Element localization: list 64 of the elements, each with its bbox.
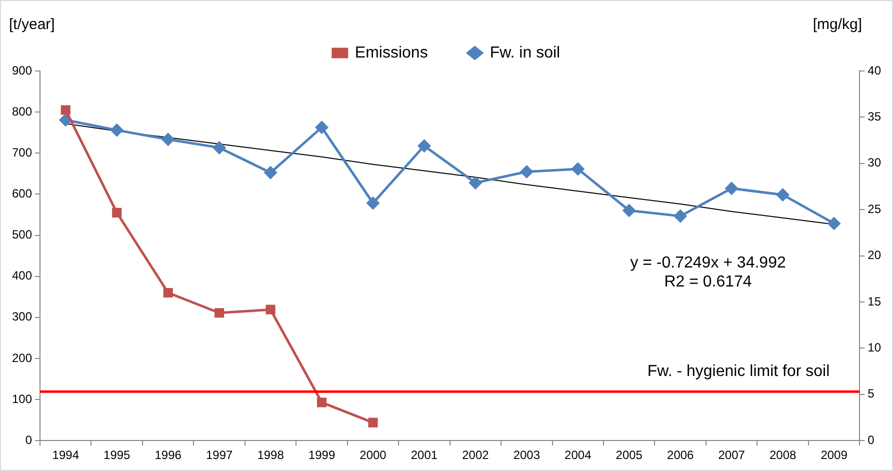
- y2-tick-label: 25: [868, 202, 882, 216]
- y2-axis-title: [mg/kg]: [812, 16, 862, 34]
- y-tick-label: 300: [12, 310, 32, 324]
- ref-line-label: Fw. - hygienic limit for soil: [647, 363, 830, 380]
- point: [110, 124, 124, 136]
- y2-tick-label: 0: [868, 432, 875, 447]
- x-tick-label: 1999: [308, 448, 336, 462]
- y-tick-label: 0: [25, 432, 32, 447]
- x-tick-label: 1994: [52, 448, 80, 462]
- x-tick-label: 2006: [667, 448, 694, 462]
- y-tick-label: 900: [12, 63, 32, 78]
- x-tick-label: 2001: [410, 448, 438, 462]
- y2-tick-label: 10: [868, 340, 882, 355]
- point: [316, 398, 327, 408]
- point: [674, 210, 687, 222]
- point: [520, 165, 533, 178]
- x-tick-label: 2003: [513, 448, 540, 462]
- y-tick-label: 600: [12, 186, 32, 201]
- x-tick-label: 2004: [564, 448, 592, 462]
- x-tick-label: 2007: [718, 448, 746, 462]
- point: [622, 204, 636, 217]
- y2-tick-label: 15: [868, 294, 882, 308]
- x-tick-label: 1998: [257, 448, 284, 462]
- point: [572, 162, 584, 176]
- x-tick-label: 1997: [206, 448, 233, 462]
- x-tick-label: 2008: [769, 448, 796, 462]
- point: [266, 304, 276, 314]
- y2-tick-label: 5: [868, 386, 875, 401]
- point: [316, 121, 328, 134]
- y2-tick-label: 30: [868, 156, 882, 170]
- x-tick-label: 2000: [360, 448, 387, 462]
- y2-tick-label: 35: [868, 110, 882, 124]
- y-tick-label: 400: [12, 268, 32, 283]
- point: [214, 308, 224, 318]
- point: [213, 141, 226, 154]
- point: [264, 166, 277, 179]
- legend-label: Fw. in soil: [490, 44, 560, 62]
- point: [112, 208, 122, 218]
- y-tick-label: 700: [12, 145, 32, 160]
- point: [368, 418, 378, 428]
- x-tick-label: 1995: [104, 448, 131, 462]
- point: [162, 133, 174, 146]
- point: [725, 182, 738, 195]
- y2-tick-label: 40: [868, 63, 882, 78]
- point: [163, 288, 173, 298]
- x-tick-label: 2009: [820, 448, 848, 462]
- point: [828, 217, 840, 230]
- x-tick-label: 2005: [616, 448, 643, 462]
- point: [366, 196, 380, 210]
- annotation: y = -0.7249x + 34.992: [630, 254, 786, 272]
- point: [776, 188, 790, 202]
- point: [418, 140, 430, 152]
- y-axis-title: [t/year]: [9, 16, 55, 34]
- legend-label: Emissions: [354, 44, 428, 62]
- point: [60, 105, 70, 115]
- y-tick-label: 800: [12, 104, 32, 118]
- y2-tick-label: 20: [868, 248, 882, 262]
- y-tick-label: 200: [12, 350, 32, 365]
- y-tick-label: 500: [12, 228, 32, 242]
- point: [469, 176, 482, 190]
- x-tick-label: 2002: [462, 448, 490, 462]
- annotation: R2 = 0.6174: [664, 274, 752, 291]
- x-tick-label: 1996: [154, 448, 182, 462]
- y-tick-label: 100: [12, 392, 32, 406]
